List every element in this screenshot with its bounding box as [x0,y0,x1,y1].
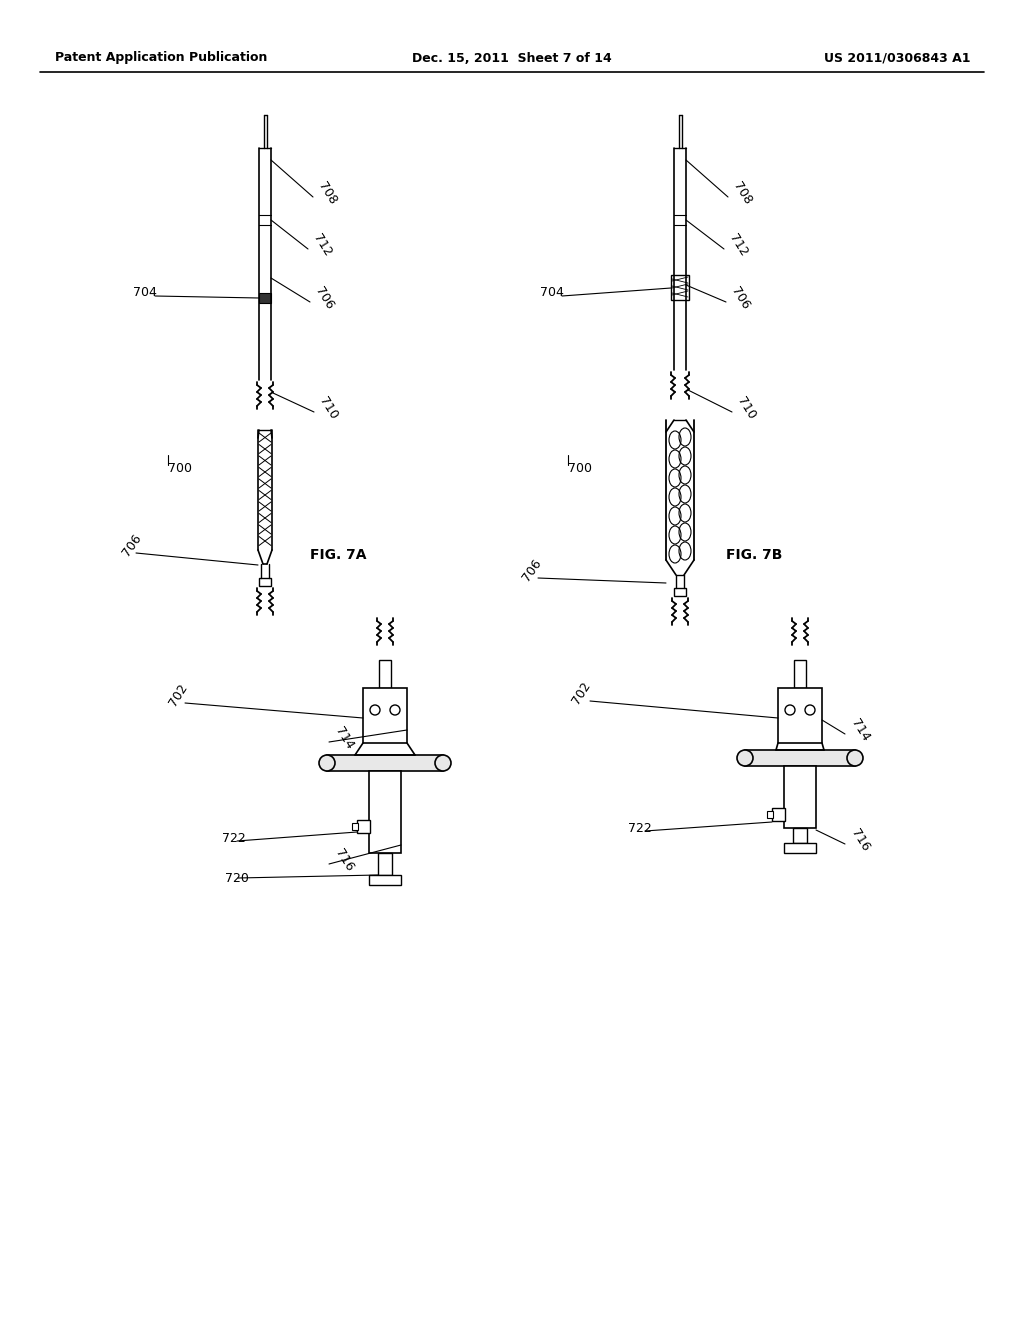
Text: 716: 716 [332,846,355,874]
Text: 702: 702 [167,681,190,709]
Text: Patent Application Publication: Patent Application Publication [55,51,267,65]
Text: 722: 722 [222,832,246,845]
Bar [369,875,401,884]
Text: 706: 706 [312,284,336,312]
Bar [772,808,785,821]
Bar [671,275,689,300]
Text: 720: 720 [225,871,249,884]
Bar [378,853,392,875]
Text: 710: 710 [316,395,340,421]
Bar [784,766,816,828]
Text: 704: 704 [133,286,157,300]
Bar [767,810,773,818]
Text: 700: 700 [168,462,193,474]
Bar [259,578,271,586]
Text: 714: 714 [848,717,871,743]
Bar [794,660,806,688]
Bar [357,820,370,833]
Text: 708: 708 [315,180,339,207]
Circle shape [847,750,863,766]
Text: 700: 700 [568,462,592,474]
Text: 706: 706 [120,532,144,558]
Bar [674,587,686,597]
Circle shape [737,750,753,766]
Bar [379,660,391,688]
Bar [369,771,401,853]
Text: 706: 706 [728,284,752,312]
Bar [778,688,822,743]
Text: 708: 708 [730,180,754,207]
Text: FIG. 7B: FIG. 7B [726,548,782,562]
Text: 722: 722 [628,821,651,834]
Text: 702: 702 [570,680,594,706]
Text: 704: 704 [540,286,564,300]
Bar [259,293,271,304]
Bar [745,750,855,766]
Text: 712: 712 [726,231,750,259]
Bar [784,843,816,853]
Text: 710: 710 [734,395,758,421]
Text: FIG. 7A: FIG. 7A [310,548,367,562]
Bar [327,755,443,771]
Circle shape [435,755,451,771]
Text: 706: 706 [520,557,545,583]
Bar [793,828,807,843]
Text: 716: 716 [848,826,871,854]
Bar [352,822,358,830]
Text: 712: 712 [310,231,334,259]
Text: US 2011/0306843 A1: US 2011/0306843 A1 [823,51,970,65]
Bar [362,688,407,743]
Circle shape [319,755,335,771]
Text: Dec. 15, 2011  Sheet 7 of 14: Dec. 15, 2011 Sheet 7 of 14 [412,51,612,65]
Text: 714: 714 [332,725,355,751]
